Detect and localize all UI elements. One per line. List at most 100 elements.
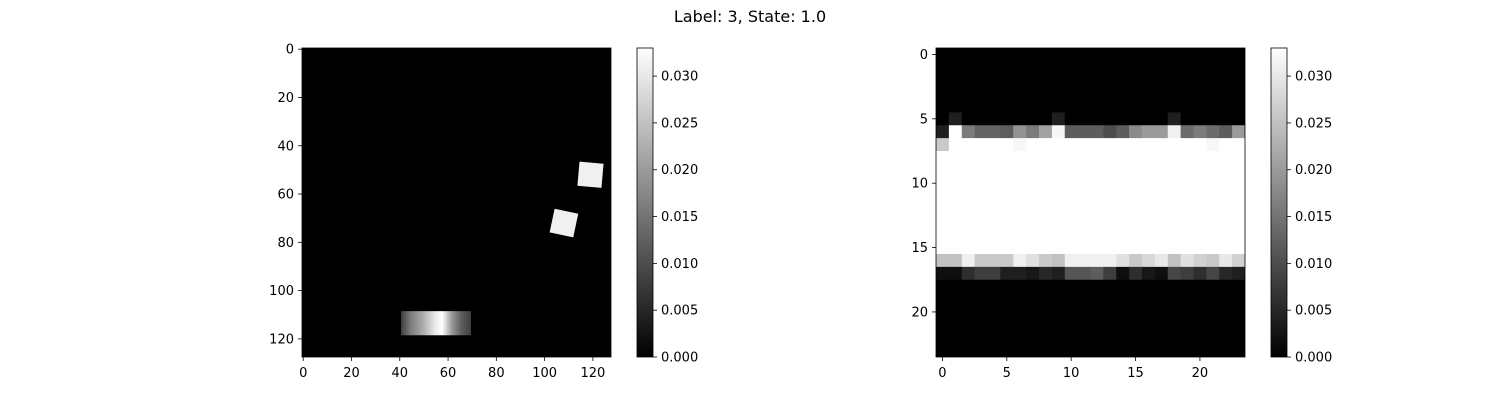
- heatmap-cell: [936, 241, 950, 255]
- heatmap-cell: [1051, 254, 1066, 268]
- heatmap-cell: [1232, 60, 1245, 75]
- heatmap-cell: [1206, 112, 1220, 126]
- heatmap-cell: [1013, 60, 1027, 75]
- heatmap-cell: [1116, 125, 1130, 139]
- heatmap-cell: [1064, 228, 1079, 242]
- heatmap-cell: [1129, 279, 1143, 294]
- heatmap-cell: [974, 254, 989, 268]
- heatmap-cell: [961, 60, 976, 75]
- heatmap-cell: [1051, 344, 1066, 357]
- heatmap-cell: [1090, 266, 1104, 281]
- heatmap-cell: [1206, 163, 1220, 178]
- heatmap-cell: [1103, 48, 1117, 62]
- heatmap-cell: [1206, 60, 1220, 75]
- heatmap-cell: [1000, 86, 1014, 101]
- heatmap-cell: [1090, 189, 1104, 204]
- heatmap-cell: [1129, 228, 1143, 242]
- heatmap-cell: [1206, 266, 1220, 281]
- heatmap-cell: [1232, 176, 1245, 191]
- heatmap-cell: [1090, 318, 1104, 332]
- heatmap-cell: [1013, 112, 1027, 126]
- heatmap-cell: [1090, 331, 1104, 345]
- heatmap-cell: [974, 215, 989, 229]
- heatmap-cell: [936, 48, 950, 62]
- heatmap-cell: [1116, 305, 1130, 319]
- x-tick-label: 20: [1192, 366, 1209, 381]
- heatmap-cell: [1039, 151, 1053, 165]
- heatmap-cell: [1232, 318, 1245, 332]
- heatmap-cell: [1206, 228, 1220, 242]
- heatmap-cell: [948, 151, 963, 165]
- heatmap-cell: [1180, 292, 1195, 307]
- heatmap-cell: [961, 305, 976, 319]
- heatmap-cell: [1077, 86, 1092, 101]
- heatmap-cell: [936, 254, 950, 268]
- heatmap-cell: [1000, 266, 1014, 281]
- heatmap-cell: [936, 60, 950, 75]
- axes-frame: [301, 47, 612, 358]
- heatmap-cell: [1206, 125, 1220, 139]
- heatmap-cell: [1180, 344, 1195, 357]
- heatmap-cell: [1142, 99, 1156, 113]
- heatmap-cell: [1026, 163, 1040, 178]
- heatmap-cell: [1077, 292, 1092, 307]
- heatmap-cell: [987, 99, 1001, 113]
- heatmap-cell: [1154, 292, 1169, 307]
- heatmap-cell: [1103, 254, 1117, 268]
- heatmap-cell: [1026, 215, 1040, 229]
- y-tick-label: 0: [920, 48, 928, 63]
- heatmap-cell: [961, 215, 976, 229]
- heatmap-cell: [1026, 60, 1040, 75]
- heatmap-cell: [1000, 189, 1014, 204]
- heatmap-cell: [1077, 138, 1092, 152]
- colorbar: [1271, 48, 1287, 357]
- x-tick-label: 80: [488, 366, 505, 381]
- colorbar-tick-label: 0.000: [661, 351, 698, 366]
- heatmap-cell: [1090, 215, 1104, 229]
- heatmap-cell: [1167, 254, 1182, 268]
- heatmap-cell: [936, 112, 950, 126]
- heatmap-cell: [1026, 266, 1040, 281]
- heatmap-cell: [974, 305, 989, 319]
- heatmap-cell: [948, 215, 963, 229]
- heatmap-cell: [1026, 344, 1040, 357]
- heatmap-cell: [1129, 138, 1143, 152]
- heatmap-cell: [1000, 241, 1014, 255]
- heatmap-cell: [987, 241, 1001, 255]
- heatmap-cell: [1116, 99, 1130, 113]
- heatmap-cell: [1219, 151, 1233, 165]
- heatmap-cell: [1219, 305, 1233, 319]
- heatmap-cell: [1090, 138, 1104, 152]
- heatmap-cell: [1116, 241, 1130, 255]
- heatmap-cell: [1129, 241, 1143, 255]
- heatmap-cell: [1103, 189, 1117, 204]
- heatmap-cell: [1013, 318, 1027, 332]
- heatmap-cell: [974, 99, 989, 113]
- heatmap-cell: [974, 202, 989, 216]
- heatmap-cell: [1000, 254, 1014, 268]
- heatmap-cell: [1154, 344, 1169, 357]
- heatmap-cell: [961, 163, 976, 178]
- heatmap-cell: [1167, 125, 1182, 139]
- heatmap-cell: [1193, 241, 1207, 255]
- heatmap-cell: [1077, 331, 1092, 345]
- heatmap-cell: [1167, 305, 1182, 319]
- heatmap-cell: [1077, 125, 1092, 139]
- heatmap-cell: [936, 344, 950, 357]
- heatmap-cell: [1103, 318, 1117, 332]
- y-tick-label: 5: [920, 112, 928, 127]
- heatmap-cell: [961, 112, 976, 126]
- heatmap-cell: [1206, 73, 1220, 88]
- heatmap-cell: [1180, 202, 1195, 216]
- heatmap-cell: [1142, 112, 1156, 126]
- heatmap-cell: [1103, 241, 1117, 255]
- heatmap-cell: [1142, 292, 1156, 307]
- heatmap-cell: [1026, 254, 1040, 268]
- heatmap-cell: [1193, 112, 1207, 126]
- heatmap-cell: [1116, 138, 1130, 152]
- heatmap-cell: [974, 292, 989, 307]
- heatmap-cell: [1180, 86, 1195, 101]
- heatmap-cell: [948, 176, 963, 191]
- heatmap-cell: [948, 241, 963, 255]
- heatmap-cell: [1090, 292, 1104, 307]
